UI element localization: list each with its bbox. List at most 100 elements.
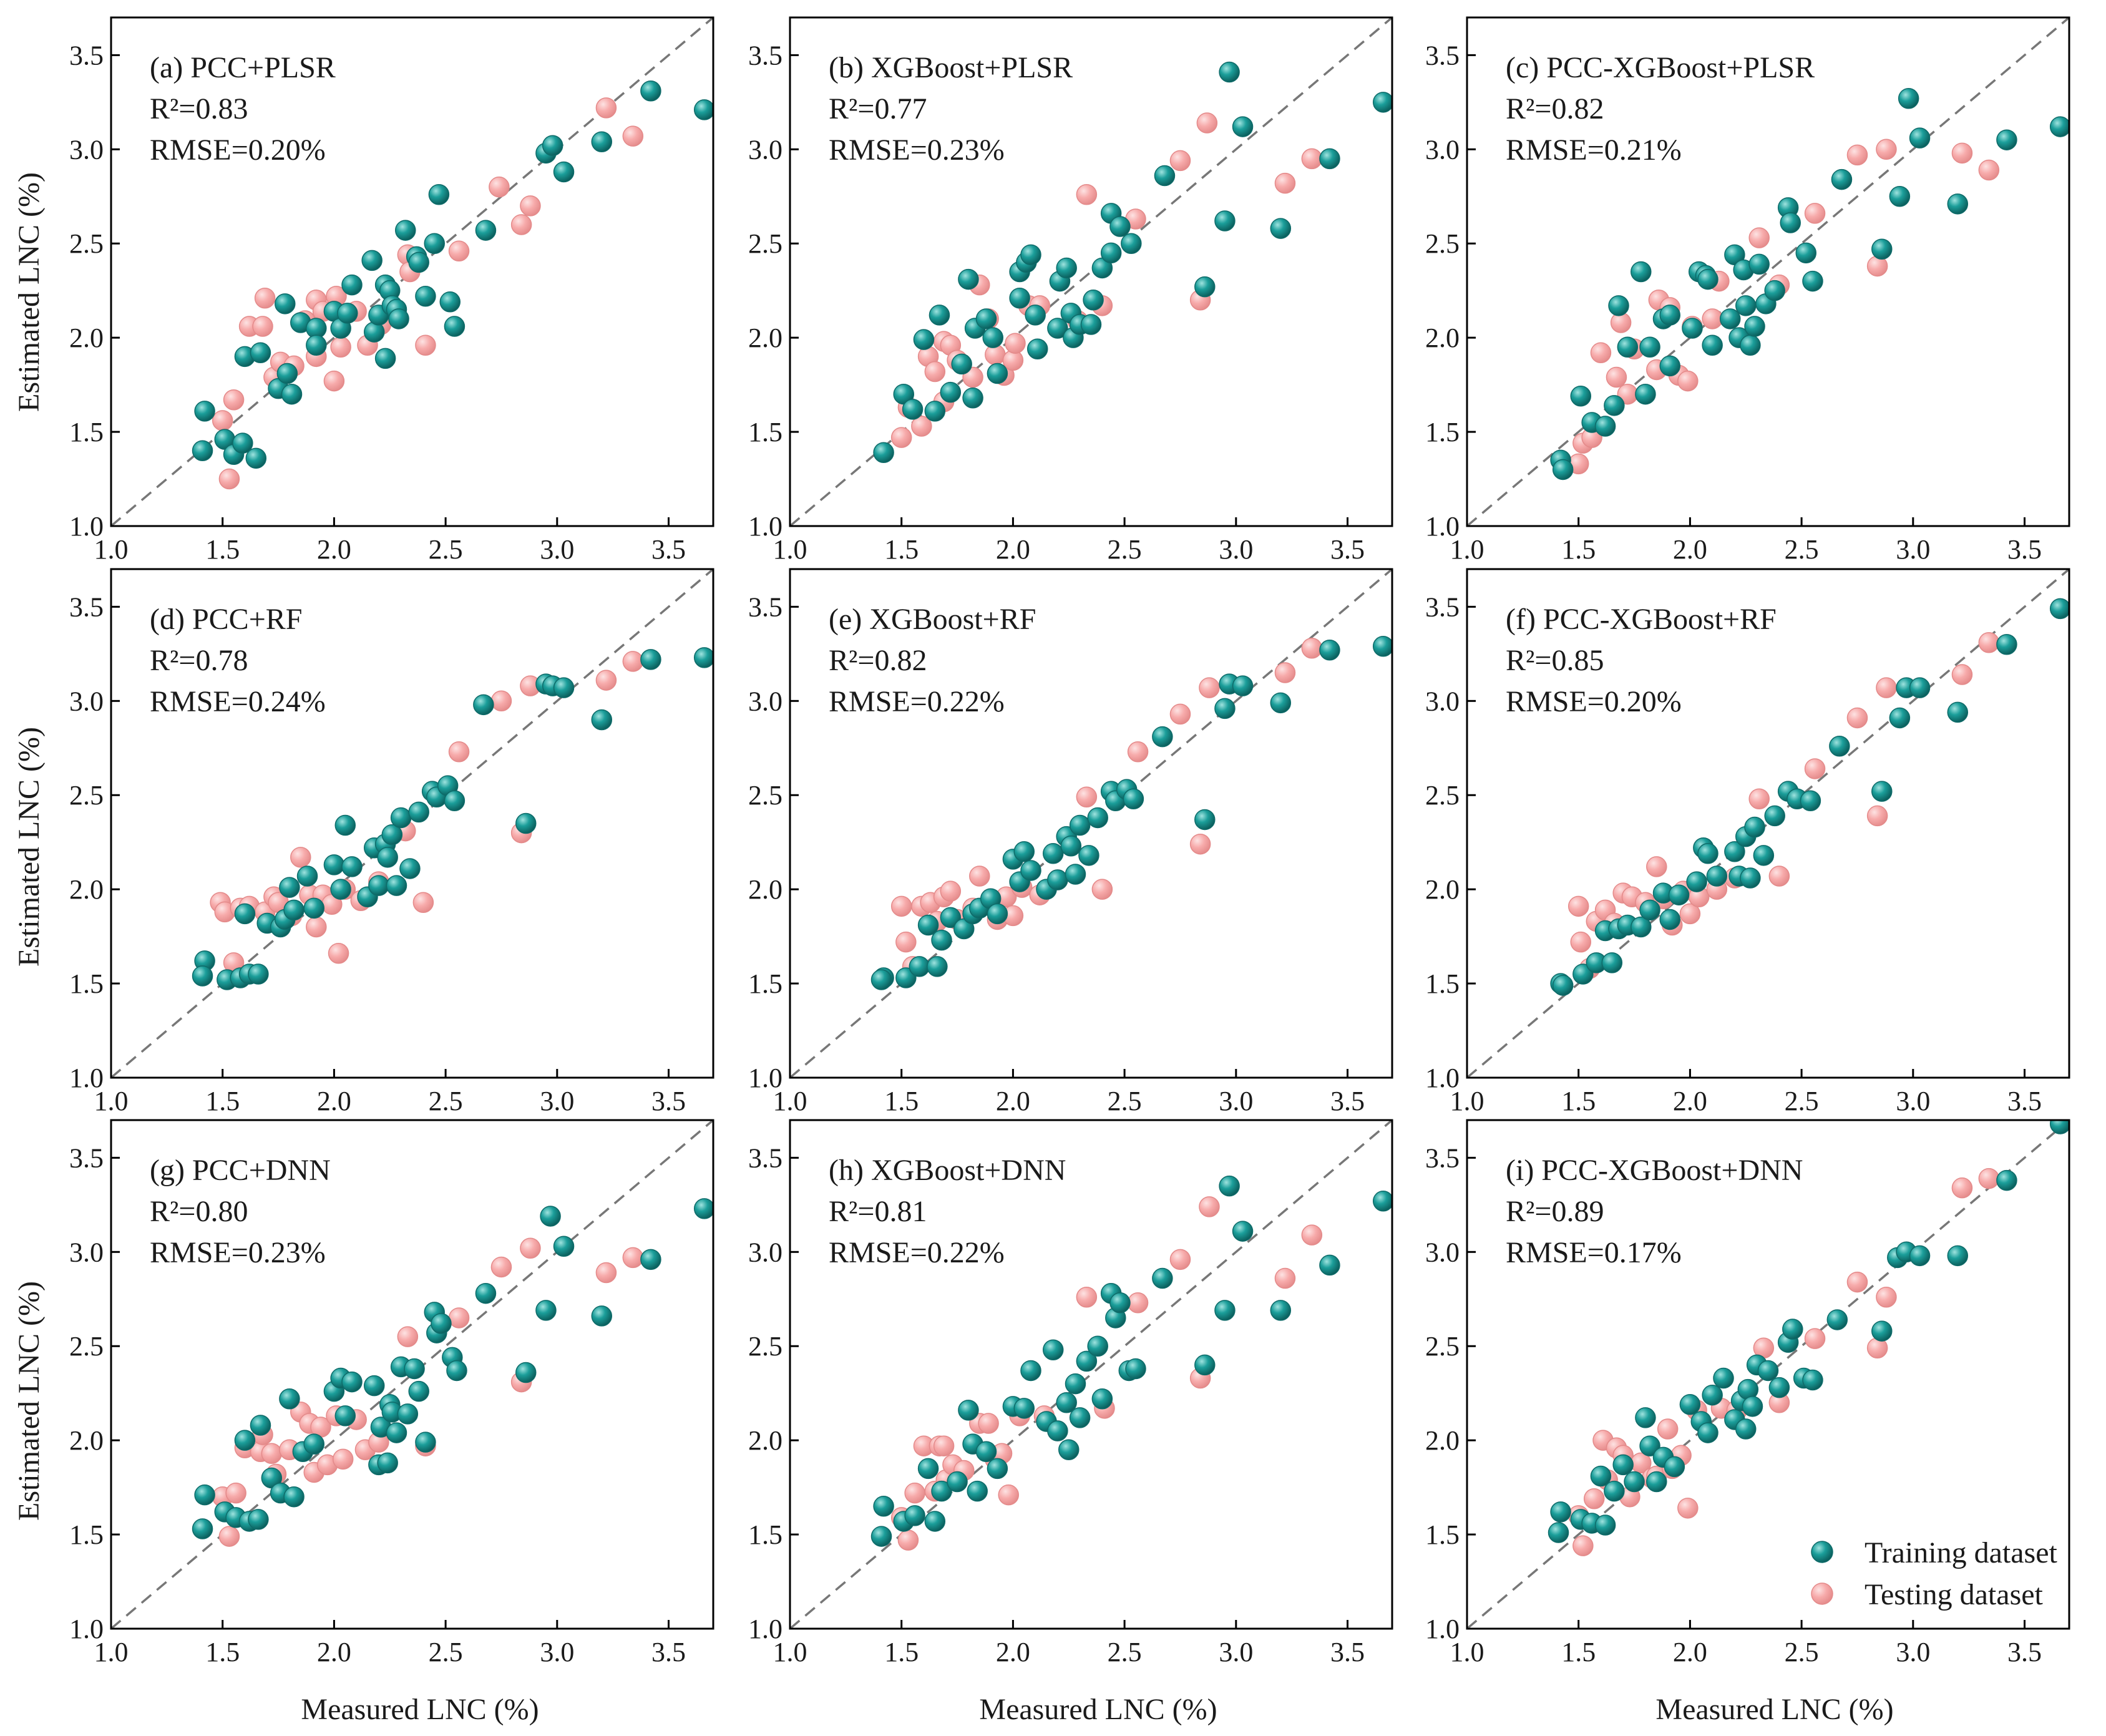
training-point [1020, 244, 1041, 266]
training-point [374, 348, 396, 369]
training-point [1548, 1522, 1569, 1543]
y-tick-label: 2.5 [69, 780, 104, 811]
training-point [1668, 884, 1690, 905]
testing-point [1189, 833, 1211, 855]
testing-point [1169, 703, 1191, 725]
testing-point [1091, 879, 1113, 900]
training-point [1898, 88, 1919, 109]
x-tick-label: 2.0 [996, 534, 1030, 565]
y-tick-label: 2.0 [1425, 874, 1460, 905]
y-tick-label: 3.0 [748, 686, 782, 716]
testing-point [1804, 203, 1826, 224]
training-point [982, 327, 1003, 348]
one-to-one-line [790, 569, 1392, 1078]
training-point [444, 790, 466, 812]
x-tick-label: 1.0 [1450, 1086, 1484, 1116]
y-tick-label: 1.5 [748, 1519, 782, 1550]
testing-point [1846, 1271, 1868, 1293]
x-tick-label: 1.0 [1450, 534, 1484, 565]
training-point [2049, 598, 2069, 620]
training-point [1744, 316, 1765, 337]
r-squared-label: R²=0.82 [1506, 92, 1604, 125]
one-to-one-line [111, 569, 713, 1078]
training-point [1697, 268, 1718, 290]
y-tick-label: 2.5 [69, 228, 104, 259]
training-point [1757, 1360, 1779, 1382]
training-point [386, 1422, 407, 1443]
x-tick-label: 1.0 [1450, 1637, 1484, 1667]
x-tick-label: 1.5 [1561, 1086, 1596, 1116]
testing-point [1876, 1286, 1897, 1308]
r-squared-label: R²=0.83 [150, 92, 248, 125]
training-point [386, 875, 407, 896]
training-point [1042, 1339, 1064, 1361]
legend-label-testing: Testing dataset [1865, 1578, 2044, 1611]
training-point [1768, 1377, 1790, 1398]
testing-point [1677, 370, 1699, 392]
training-point [1889, 707, 1911, 729]
training-point [234, 1430, 256, 1451]
training-point [1639, 899, 1660, 921]
training-point [424, 233, 445, 254]
x-tick-label: 3.0 [1219, 1086, 1253, 1116]
training-point [987, 1458, 1008, 1480]
training-point [334, 1405, 356, 1426]
training-point [1194, 809, 1216, 831]
training-point [1617, 336, 1639, 358]
training-point [390, 807, 412, 829]
training-point [591, 1305, 613, 1327]
training-point [192, 440, 213, 462]
testing-point [940, 880, 962, 902]
one-to-one-line [111, 17, 713, 526]
y-tick-label: 1.0 [69, 1614, 104, 1644]
training-point [540, 1206, 561, 1227]
training-point [975, 308, 997, 329]
y-tick-label: 1.5 [69, 968, 104, 999]
x-tick-label: 2.0 [317, 1086, 351, 1116]
x-tick-label: 3.0 [1896, 534, 1930, 565]
training-point [1076, 1350, 1098, 1372]
rmse-label: RMSE=0.17% [1506, 1236, 1682, 1269]
training-point [1232, 675, 1254, 696]
training-point [1909, 1245, 1931, 1267]
testing-point [1199, 1196, 1220, 1217]
training-point [1194, 276, 1216, 298]
y-tick-label: 2.0 [1425, 1425, 1460, 1456]
y-tick-label: 2.0 [748, 1425, 782, 1456]
plot-frame [1466, 568, 2070, 1079]
training-point [1013, 1398, 1035, 1419]
training-point [1753, 845, 1775, 866]
training-point [1069, 1407, 1091, 1428]
testing-point [1583, 1488, 1605, 1509]
r-squared-label: R²=0.77 [829, 92, 927, 125]
training-point [368, 875, 389, 896]
training-point [1608, 295, 1629, 316]
y-tick-label: 1.0 [1425, 511, 1460, 542]
testing-point [412, 892, 434, 914]
x-tick-label: 2.5 [429, 1086, 463, 1116]
x-tick-label: 3.0 [540, 534, 574, 565]
training-point [1639, 1435, 1660, 1456]
y-tick-label: 3.0 [748, 134, 782, 165]
testing-point [1570, 931, 1592, 953]
training-point [640, 649, 661, 670]
training-point [1706, 866, 1728, 887]
training-point [1802, 270, 1823, 292]
training-point [515, 1362, 537, 1383]
training-point [296, 866, 318, 887]
testing-point [1076, 786, 1098, 807]
training-point [1091, 1388, 1113, 1410]
y-tick-label: 3.0 [69, 134, 104, 165]
x-tick-label: 3.0 [1219, 1637, 1253, 1667]
r-squared-label: R²=0.85 [1506, 644, 1604, 677]
training-point [323, 854, 345, 875]
training-point [1572, 963, 1594, 985]
x-tick-label: 1.5 [884, 1637, 919, 1667]
r-squared-label: R²=0.78 [150, 644, 248, 677]
panel-title: (c) PCC-XGBoost+PLSR [1506, 51, 1815, 84]
y-tick-label: 2.0 [1425, 323, 1460, 353]
training-point [1214, 210, 1236, 232]
training-point [1025, 305, 1046, 326]
training-point [377, 847, 398, 868]
